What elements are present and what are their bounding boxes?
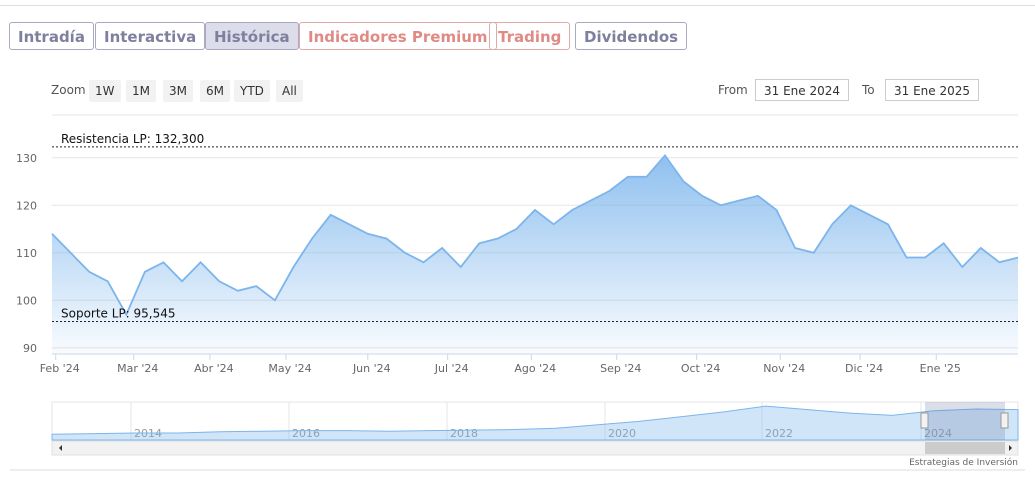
navigator-handle: [1000, 412, 1009, 429]
navigator-handle: [920, 412, 929, 429]
tab[interactable]: Indicadores Premium: [299, 22, 497, 50]
tab[interactable]: Interactiva: [95, 22, 206, 50]
scrollbar: [51, 440, 1019, 456]
navigator-label: 2018: [450, 427, 478, 440]
scroll-right: [1009, 445, 1012, 451]
navigator-label: 2024: [924, 427, 952, 440]
y-tick-label: 110: [16, 247, 37, 260]
zoom-label: Zoom: [51, 83, 86, 97]
y-tick-label: 90: [23, 342, 37, 355]
zoom-button[interactable]: 1M: [126, 80, 156, 102]
x-tick-label: Nov '24: [763, 362, 805, 375]
y-tick-label: 130: [16, 152, 37, 165]
navigator-area: [51, 405, 1019, 441]
x-tick-label: Dic '24: [845, 362, 883, 375]
navigator-label: 2016: [292, 427, 320, 440]
to-label: To: [862, 83, 875, 97]
navigator-label: 2014: [134, 427, 162, 440]
credit: Estrategias de Inversión: [909, 457, 1018, 468]
tab[interactable]: Intradía: [9, 22, 94, 50]
zoom-button[interactable]: All: [276, 80, 303, 102]
x-tick-label: Feb '24: [40, 362, 80, 375]
navigator-label: 2022: [765, 427, 793, 440]
zoom-button[interactable]: 1W: [89, 80, 121, 102]
x-tick-label: Sep '24: [600, 362, 641, 375]
to-input[interactable]: 31 Ene 2025: [885, 79, 979, 101]
tab[interactable]: Histórica: [205, 22, 299, 50]
tab[interactable]: Dividendos: [575, 22, 688, 50]
x-tick-label: Jul '24: [434, 362, 469, 375]
navigator-label: 2020: [608, 427, 636, 440]
zoom-button[interactable]: 3M: [163, 80, 193, 102]
y-tick-label: 120: [16, 199, 37, 212]
x-tick-label: Abr '24: [194, 362, 234, 375]
navigator-frame: [51, 401, 1019, 441]
x-tick-label: Oct '24: [681, 362, 721, 375]
annotation-label: Resistencia LP: 132,300: [61, 132, 204, 146]
x-tick-label: Ago '24: [514, 362, 556, 375]
x-tick-label: Jun '24: [352, 362, 391, 375]
x-tick-label: May '24: [268, 362, 311, 375]
scrollbar-thumb: [925, 442, 1005, 454]
from-input[interactable]: 31 Ene 2024: [755, 79, 849, 101]
line: [51, 153, 1019, 317]
y-tick-label: 100: [16, 294, 37, 307]
zoom-button[interactable]: YTD: [234, 80, 270, 102]
zoom-button[interactable]: 6M: [200, 80, 230, 102]
top-border: [0, 5, 1035, 6]
annotation-label: Soporte LP: 95,545: [61, 306, 176, 320]
area: [52, 155, 1018, 354]
x-tick-label: Ene '25: [920, 362, 961, 375]
x-tick-label: Mar '24: [117, 362, 158, 375]
navigator-window: [925, 402, 1005, 440]
tab[interactable]: Trading: [489, 22, 571, 50]
scroll-left: [59, 445, 62, 451]
from-label: From: [718, 83, 748, 97]
